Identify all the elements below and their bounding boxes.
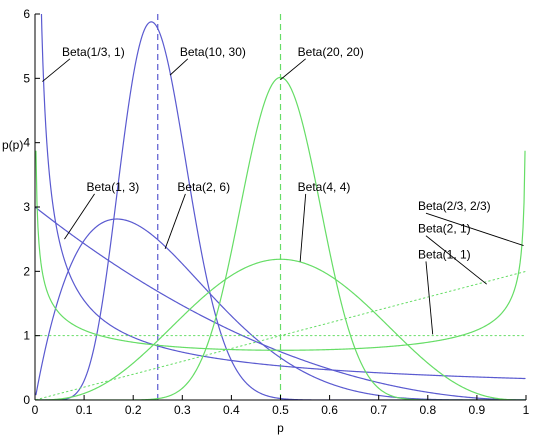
annotation-leader-0: [42, 58, 71, 82]
x-tick-label: 1: [523, 403, 530, 417]
series-annotation-label: Beta(2/3, 2/3): [418, 199, 491, 213]
series-annotation-label: Beta(2, 6): [177, 180, 230, 194]
series-line-2: [35, 207, 526, 400]
x-tick-label: 0.6: [321, 403, 338, 417]
annotation-leader-4: [164, 193, 186, 249]
annotation-leader-1: [169, 58, 189, 76]
series-line-6: [35, 150, 526, 351]
y-axis-label: p(p): [2, 138, 23, 152]
y-tick-label: 5: [23, 71, 30, 85]
x-tick-label: 0.3: [174, 403, 191, 417]
series-line-5: [35, 258, 526, 400]
x-tick-label: 0.2: [125, 403, 142, 417]
x-tick-label: 0.9: [469, 403, 486, 417]
annotation-leader-8: [425, 261, 434, 335]
tick-marks: [34, 13, 527, 401]
x-tick-label: 0.7: [370, 403, 387, 417]
annotation-leader-3: [64, 193, 95, 240]
x-tick-label: 0.4: [223, 403, 240, 417]
series-annotation-label: Beta(1, 3): [87, 180, 140, 194]
x-axis-label: p: [277, 421, 284, 435]
annotation-leader-2: [280, 58, 306, 80]
y-tick-label: 0: [23, 393, 30, 407]
y-tick-label: 4: [23, 136, 30, 150]
series-annotation-label: Beta(1/3, 1): [62, 45, 125, 59]
x-tick-label: 0: [32, 403, 39, 417]
annotation-leader-6: [425, 212, 524, 247]
tick-labels: 0 0.1 0.2 0.3 0.4 0.5 0.6 0.7 0.8 0.9 1 0 1 2 3 4 5 6: [23, 7, 529, 417]
series-annotation-label: Beta(10, 30): [180, 45, 246, 59]
series-annotations: Beta(1/3, 1) Beta(10, 30) Beta(20, 20) Beta…: [42, 45, 524, 335]
x-tick-label: 0.1: [76, 403, 93, 417]
y-tick-label: 1: [23, 329, 30, 343]
x-tick-label: 0.5: [272, 403, 289, 417]
y-tick-label: 3: [23, 200, 30, 214]
y-tick-label: 2: [23, 264, 30, 278]
annotation-leader-5: [299, 193, 307, 262]
annotation-leader-7: [425, 235, 488, 285]
series-annotation-label: Beta(4, 4): [298, 180, 351, 194]
x-tick-label: 0.8: [419, 403, 436, 417]
series-annotation-label: Beta(20, 20): [298, 45, 364, 59]
series-annotation-label: Beta(2, 1): [418, 222, 471, 236]
series-annotation-label: Beta(1, 1): [418, 247, 471, 261]
y-tick-label: 6: [23, 7, 30, 21]
